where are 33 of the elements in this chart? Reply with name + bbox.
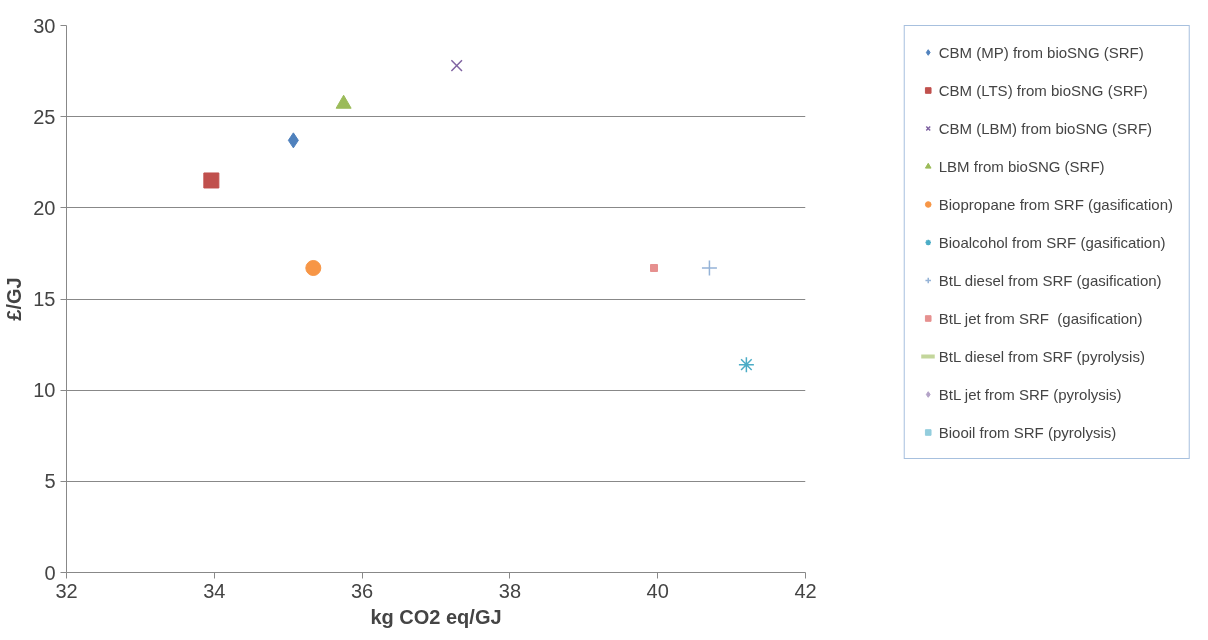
- x-tick-label: 36: [350, 579, 374, 602]
- point: [203, 172, 220, 189]
- x-axis-title: kg CO2 eq/GJ: [370, 605, 502, 628]
- legend-label: Biopropane from SRF (gasification): [938, 195, 1173, 213]
- x-tick-label: 40: [646, 579, 669, 602]
- legend-label: CBM (LBM) from bioSNG (SRF): [938, 119, 1153, 137]
- y-tick-label: 15: [33, 288, 56, 310]
- x-tick-label: 32: [55, 579, 78, 602]
- legend-label: BtL jet from SRF (gasification): [938, 309, 1143, 327]
- legend-label: LBM from bioSNG (SRF): [938, 157, 1105, 175]
- y-axis-title: £/GJ: [3, 277, 26, 321]
- y-tick-label: 0: [44, 561, 56, 584]
- point: [650, 264, 659, 272]
- y-tick-label: 20: [33, 196, 56, 219]
- y-tick-label: 5: [44, 470, 56, 493]
- x-tick-label: 42: [794, 579, 817, 602]
- y-tick-label: 10: [33, 379, 56, 402]
- y-tick-label: 30: [33, 14, 56, 37]
- point: [701, 259, 718, 277]
- point: [305, 260, 322, 276]
- x-tick-label: 34: [203, 579, 226, 602]
- legend-label: BtL jet from SRF (pyrolysis): [938, 385, 1122, 403]
- point: [738, 356, 755, 373]
- legend-label: Bioalcohol from SRF (gasification): [938, 233, 1166, 251]
- legend-label: CBM (MP) from bioSNG (SRF): [938, 43, 1144, 61]
- point: [450, 59, 463, 72]
- legend-label: BtL diesel from SRF (pyrolysis): [938, 347, 1145, 365]
- legend-label: CBM (LTS) from bioSNG (SRF): [938, 81, 1148, 99]
- point: [287, 132, 299, 149]
- x-tick-label: 38: [498, 579, 522, 602]
- legend-label: BtL diesel from SRF (gasification): [938, 271, 1162, 289]
- legend-label: Biooil from SRF (pyrolysis): [938, 423, 1117, 441]
- y-tick-label: 25: [33, 105, 56, 128]
